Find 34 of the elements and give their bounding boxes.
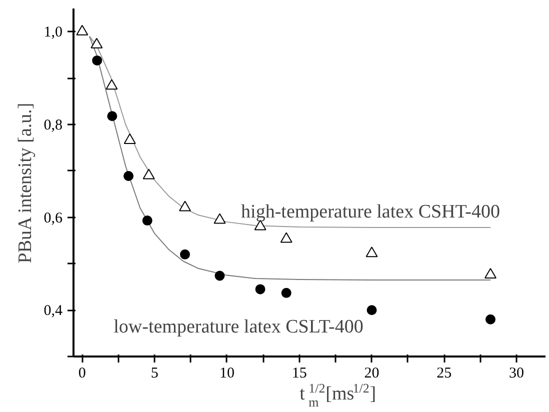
- point: [255, 284, 266, 294]
- annotation: low-temperature latex CSLT-400: [114, 316, 364, 338]
- x-tick-label: 10: [219, 366, 234, 382]
- point: [92, 55, 102, 66]
- point: [124, 133, 136, 144]
- point: [178, 200, 191, 212]
- point: [90, 38, 103, 48]
- point: [366, 305, 377, 316]
- point: [142, 216, 152, 226]
- point: [214, 270, 225, 281]
- point: [485, 314, 496, 324]
- x-tick-label: 15: [292, 366, 307, 382]
- point: [142, 168, 155, 180]
- annotation: high-temperature latex CSHT-400: [241, 202, 500, 223]
- y-tick-label: 0,8: [44, 118, 62, 134]
- y-axis-title: PBuA intensity [a.u.]: [14, 102, 36, 264]
- x-tick-label: 20: [364, 366, 380, 382]
- y-tick-label: 0,6: [44, 210, 63, 226]
- y-tick-label: 0,4: [44, 303, 63, 320]
- point: [214, 213, 226, 224]
- point: [484, 268, 496, 279]
- x-tick-label: 30: [509, 366, 524, 382]
- point: [280, 232, 292, 243]
- x-tick-label: 0: [78, 366, 86, 382]
- point: [124, 171, 134, 181]
- point: [281, 288, 292, 298]
- point: [76, 24, 88, 36]
- point: [106, 79, 118, 90]
- point: [107, 111, 118, 122]
- point: [180, 249, 190, 260]
- y-tick-label: 1,0: [44, 24, 62, 41]
- x-tick-label: 5: [150, 366, 158, 382]
- point: [366, 246, 378, 258]
- x-tick-label: 25: [436, 366, 452, 382]
